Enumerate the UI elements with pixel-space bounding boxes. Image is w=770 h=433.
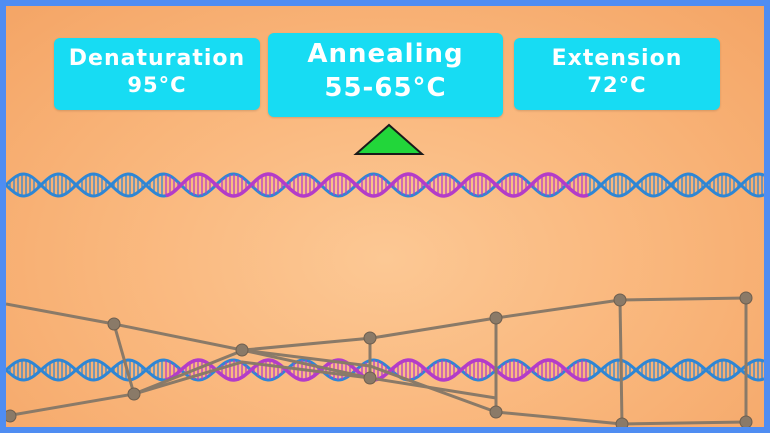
pcr-scene <box>6 123 764 427</box>
polymerase-structure-icon <box>6 291 753 427</box>
denaturation-label: Denaturation <box>68 46 246 71</box>
dna-helix-top <box>6 172 764 198</box>
extension-label: Extension <box>551 46 683 71</box>
annealing-temp: 55-65°C <box>324 73 447 103</box>
annealing-label: Annealing <box>307 39 464 69</box>
extension-temp: 72°C <box>587 73 647 97</box>
primer-strand <box>165 172 589 198</box>
extension-card: Extension 72°C <box>514 38 720 110</box>
denaturation-card: Denaturation 95°C <box>54 38 260 110</box>
triangle-pointer-icon <box>353 123 425 155</box>
denaturation-temp: 95°C <box>127 73 187 97</box>
annealing-card: Annealing 55-65°C <box>268 33 503 117</box>
